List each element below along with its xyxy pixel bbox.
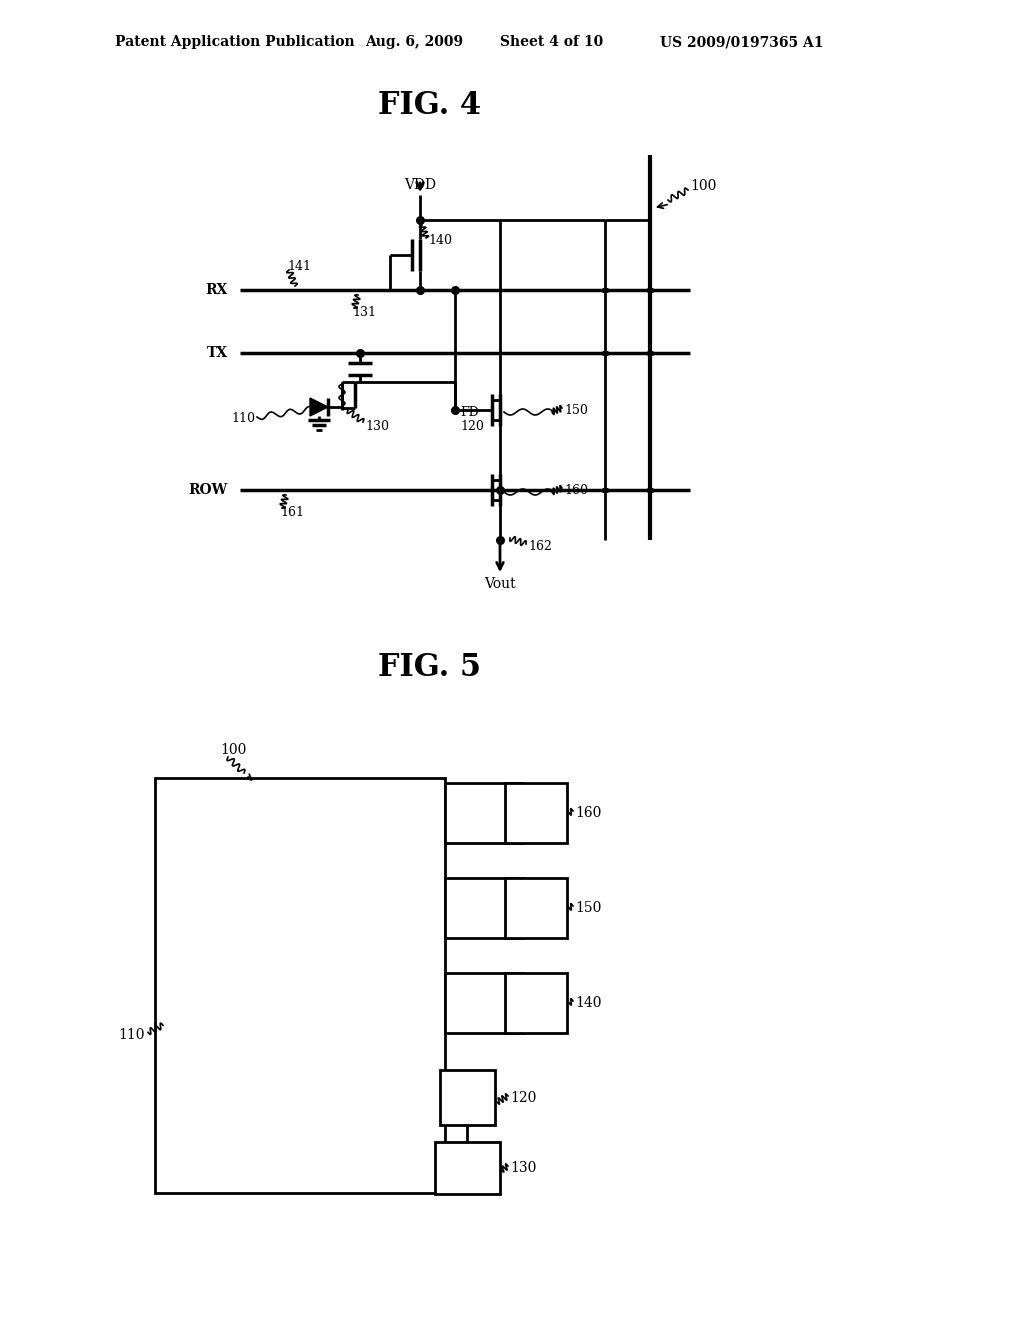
Text: 130: 130 [510,1162,537,1175]
Text: 131: 131 [352,305,376,318]
Text: VDD: VDD [404,178,436,191]
Bar [440,1071,495,1125]
Text: Patent Application Publication: Patent Application Publication [115,36,354,49]
Bar [445,973,523,1034]
Bar [505,973,567,1034]
Text: 162: 162 [528,540,552,553]
Text: 160: 160 [564,483,588,496]
Text: FD: FD [460,405,479,418]
Text: 120: 120 [460,420,484,433]
Text: 141: 141 [287,260,311,272]
Text: FIG. 4: FIG. 4 [379,90,481,120]
Text: 100: 100 [690,180,717,193]
Bar [505,878,567,939]
Text: Sheet 4 of 10: Sheet 4 of 10 [500,36,603,49]
Polygon shape [310,399,328,416]
Text: 140: 140 [575,997,601,1010]
Text: ROW: ROW [188,483,228,498]
Text: 160: 160 [575,807,601,820]
Text: Vout: Vout [484,577,516,591]
Text: 161: 161 [280,506,304,519]
Text: US 2009/0197365 A1: US 2009/0197365 A1 [660,36,823,49]
Text: TX: TX [207,346,228,360]
Text: 100: 100 [220,743,247,756]
Bar [445,878,523,939]
Text: 110: 110 [231,412,255,425]
Bar [445,783,523,843]
Text: 120: 120 [510,1092,537,1105]
Bar [435,1142,500,1195]
Text: 110: 110 [119,1028,145,1043]
Text: Aug. 6, 2009: Aug. 6, 2009 [365,36,463,49]
Text: RX: RX [206,282,228,297]
Bar [505,783,567,843]
Text: 150: 150 [575,902,601,915]
Text: 140: 140 [428,234,452,247]
Bar [155,777,445,1193]
Text: FIG. 5: FIG. 5 [379,652,481,684]
Text: 130: 130 [365,420,389,433]
Text: 150: 150 [564,404,588,417]
